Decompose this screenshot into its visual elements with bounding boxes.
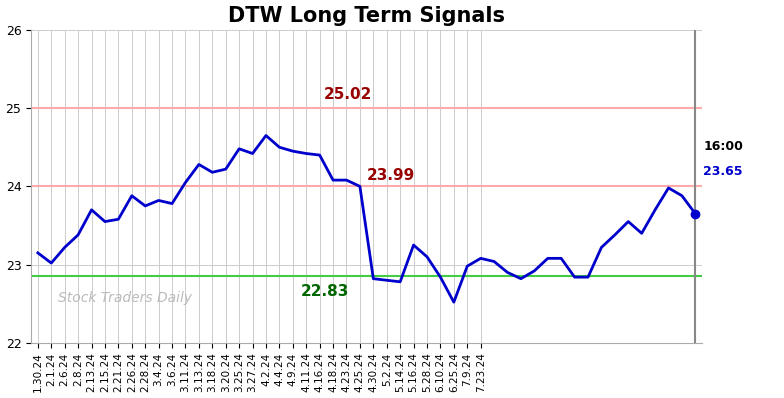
Text: 16:00: 16:00 <box>703 140 743 153</box>
Text: 22.83: 22.83 <box>301 284 349 299</box>
Title: DTW Long Term Signals: DTW Long Term Signals <box>228 6 505 25</box>
Text: 23.99: 23.99 <box>367 168 415 183</box>
Text: Stock Traders Daily: Stock Traders Daily <box>58 291 192 305</box>
Text: 25.02: 25.02 <box>324 87 372 102</box>
Text: 23.65: 23.65 <box>703 166 743 178</box>
